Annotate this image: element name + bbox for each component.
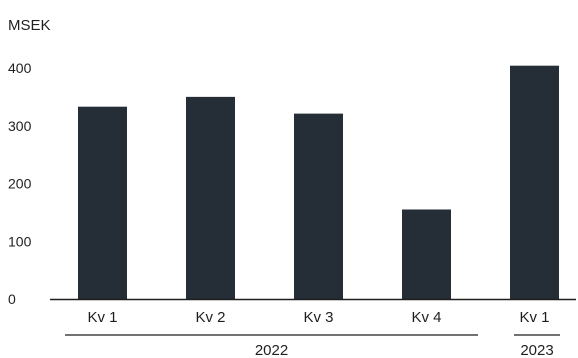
x-tick-label: Kv 3 bbox=[303, 309, 333, 326]
y-axis-ticks: 0 100 200 300 400 bbox=[8, 60, 32, 307]
bar bbox=[78, 106, 127, 299]
bars bbox=[78, 65, 559, 299]
x-tick-label: Kv 1 bbox=[519, 309, 549, 326]
x-tick-label: Kv 2 bbox=[195, 309, 225, 326]
bar bbox=[402, 209, 451, 299]
bar bbox=[186, 96, 235, 299]
x-tick-label: Kv 1 bbox=[87, 309, 117, 326]
x-tick-label: Kv 4 bbox=[411, 309, 441, 326]
unit-label: MSEK bbox=[8, 17, 51, 34]
y-tick-label: 400 bbox=[8, 60, 32, 76]
x-axis-labels: Kv 1 Kv 2 Kv 3 Kv 4 Kv 1 bbox=[87, 309, 549, 326]
y-tick-label: 200 bbox=[8, 176, 32, 192]
y-tick-label: 100 bbox=[8, 233, 32, 249]
y-tick-label: 0 bbox=[8, 291, 16, 307]
bar bbox=[510, 65, 559, 299]
bar bbox=[294, 113, 343, 299]
year-group-label: 2022 bbox=[255, 342, 288, 358]
y-tick-label: 300 bbox=[8, 118, 32, 134]
year-groups: 2022 2023 bbox=[65, 334, 560, 358]
year-group-label: 2023 bbox=[520, 342, 553, 358]
